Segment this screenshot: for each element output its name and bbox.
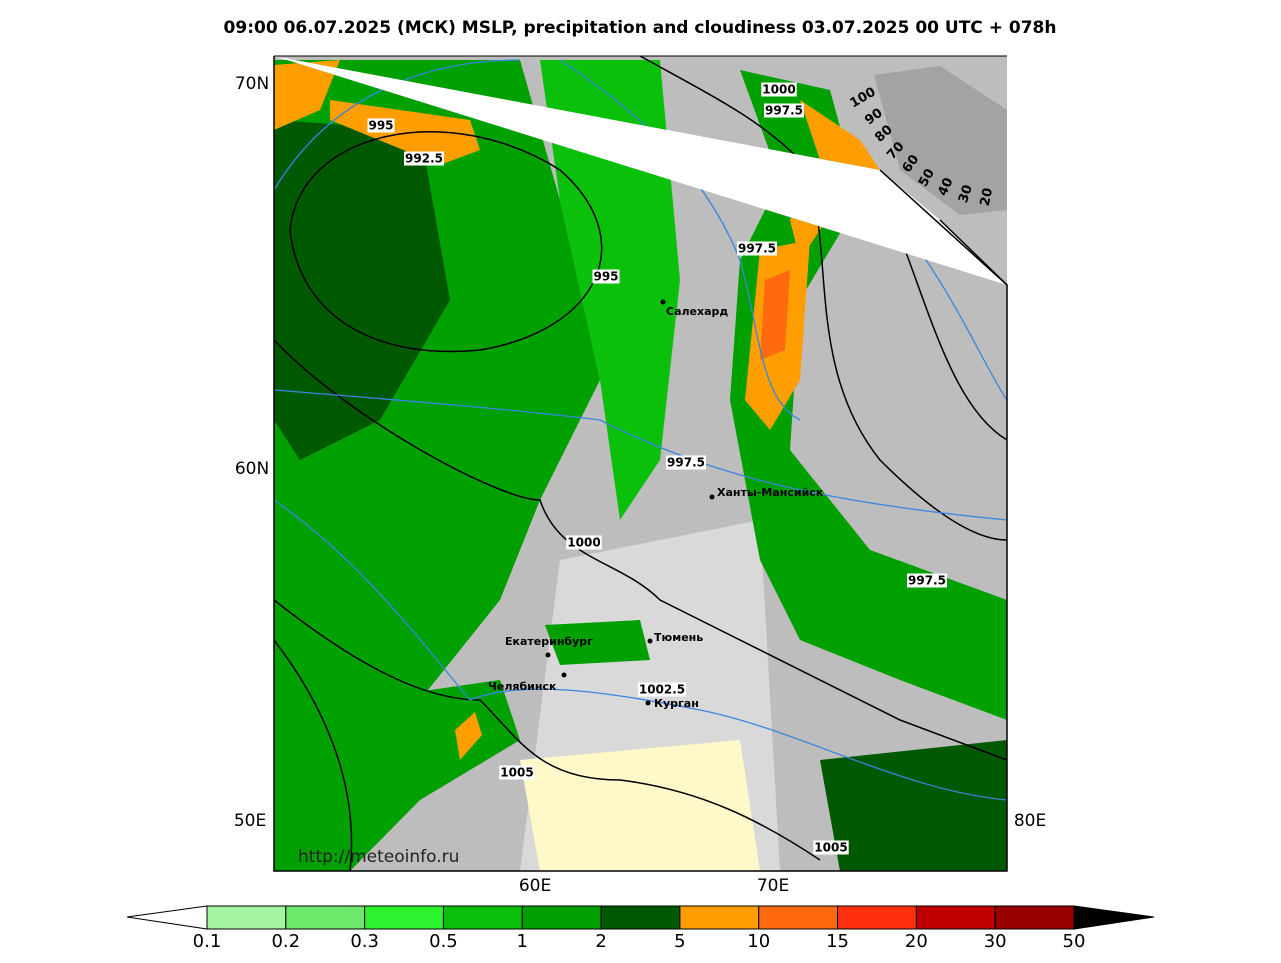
- isobar-label: 997.5: [738, 242, 776, 256]
- city-label: Ханты-Мансийск: [717, 486, 824, 499]
- colorbar-swatch: [206, 905, 287, 930]
- cloud-scale-label: 20: [978, 187, 996, 208]
- city-dot: [645, 700, 651, 706]
- title: 09:00 06.07.2025 (МСК) MSLP, precipitati…: [224, 18, 1057, 38]
- city-label: Челябинск: [488, 680, 557, 693]
- cloud-scale-label: 40: [935, 176, 956, 199]
- isobar-label-bg: [367, 118, 395, 133]
- cloud-scale-label: 30: [956, 183, 976, 205]
- isobar-label-bg: [499, 765, 535, 780]
- isobar-label-bg: [737, 241, 777, 256]
- colorbar-label: 20: [905, 931, 928, 952]
- isobar-label-bg: [813, 840, 849, 855]
- city-dot: [647, 638, 653, 644]
- colorbar-swatch: [285, 905, 366, 930]
- city-dot: [561, 672, 567, 678]
- colorbar-label: 0.2: [271, 931, 300, 952]
- precip-orange: [455, 712, 482, 760]
- isobar-label: 995: [368, 119, 393, 133]
- isobar-label-bg: [666, 455, 706, 470]
- colorbar-label: 15: [826, 931, 849, 952]
- isobar-label: 1005: [500, 766, 533, 780]
- clear-area: [520, 740, 760, 871]
- colorbar-swatch: [600, 905, 681, 930]
- precip-orange: [760, 270, 790, 360]
- lat-label: 60N: [235, 459, 269, 479]
- lon-label: 60E: [519, 876, 551, 896]
- isobar-label: 1005: [814, 841, 847, 855]
- colorbar-swatch: [521, 905, 602, 930]
- colorbar-label: 0.1: [193, 931, 222, 952]
- frame: [879, 169, 1008, 286]
- isobar-label: 997.5: [667, 456, 705, 470]
- colorbar-label: 2: [595, 931, 606, 952]
- lon-label: 70E: [757, 876, 789, 896]
- colorbar-extend-low: [126, 905, 208, 930]
- isobar-label: 995: [593, 270, 618, 284]
- colorbar-swatch: [364, 905, 444, 930]
- colorbar-swatch: [837, 905, 917, 930]
- lon-label: 80E: [1014, 811, 1046, 831]
- colorbar-label: 50: [1063, 931, 1086, 952]
- colorbar-swatch: [758, 905, 839, 930]
- precip: [545, 620, 650, 665]
- colorbar-label: 1: [517, 931, 528, 952]
- labels: 70N 60N 50E 60E 70E 80E 995 992.5 995 997.5 1000 99…: [126, 74, 1155, 952]
- colorbar-swatch: [915, 905, 996, 930]
- colorbar-label: 30: [984, 931, 1007, 952]
- watermark: http://meteoinfo.ru: [298, 847, 459, 867]
- city-dot: [709, 494, 715, 500]
- precip-heavy: [274, 120, 450, 460]
- isobar-label: 997.5: [908, 574, 946, 588]
- precip: [540, 60, 680, 520]
- isobar-label: 997.5: [765, 104, 803, 118]
- colorbar-extend-high: [1073, 905, 1155, 930]
- lon-label: 50E: [234, 811, 266, 831]
- isobar-label-bg: [907, 573, 947, 588]
- colorbar-swatch: [679, 905, 760, 930]
- city-dot: [545, 652, 551, 658]
- isobar-label-bg: [592, 269, 620, 284]
- city-dot: [660, 299, 666, 305]
- city-label: Салехард: [666, 305, 728, 318]
- isobar-label-bg: [764, 103, 804, 118]
- isobar-label: 992.5: [405, 152, 443, 166]
- map-area: http://meteoinfo.ru: [274, 56, 1007, 871]
- city-label: Курган: [654, 697, 699, 710]
- colorbar-label: 0.3: [350, 931, 379, 952]
- city-label: Екатеринбург: [505, 635, 593, 648]
- isobar-label-bg: [761, 82, 797, 97]
- colorbar-swatch: [442, 905, 523, 930]
- isobar-label: 1000: [762, 83, 795, 97]
- precip-orange: [274, 60, 480, 165]
- isobar-label-bg: [637, 682, 687, 697]
- colorbar-label: 0.5: [429, 931, 458, 952]
- lat-label: 70N: [235, 74, 269, 94]
- isobars: [274, 56, 1007, 871]
- isobar-label: 1002.5: [639, 683, 685, 697]
- isobar-label: 1000: [567, 536, 600, 550]
- colorbar-swatch: [994, 905, 1075, 930]
- city-label: Тюмень: [654, 631, 703, 644]
- cloud-scale: [874, 66, 1007, 215]
- colorbar-label: 5: [674, 931, 685, 952]
- colorbar-label: 10: [747, 931, 770, 952]
- precip-heavy: [820, 740, 1007, 871]
- frame: [273, 56, 1008, 872]
- isobar-label-bg: [404, 151, 444, 166]
- isobar-label-bg: [566, 535, 602, 550]
